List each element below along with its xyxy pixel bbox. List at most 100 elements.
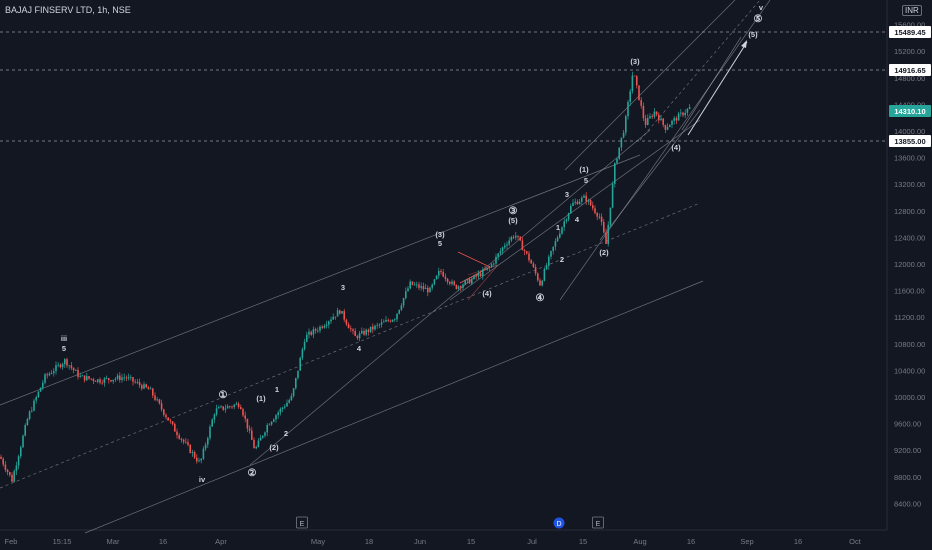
candle-body xyxy=(596,212,598,217)
candle-body xyxy=(295,377,297,389)
chart-title: BAJAJ FINSERV LTD, 1h, NSE xyxy=(5,5,131,15)
candle-body xyxy=(429,287,431,293)
candle-body xyxy=(600,216,603,222)
candle-body xyxy=(215,408,218,415)
candle-body xyxy=(374,325,376,330)
candle-body xyxy=(618,147,620,159)
candle-body xyxy=(638,85,640,101)
candle-body xyxy=(497,253,499,257)
earnings-marker[interactable] xyxy=(592,516,604,529)
candle-body xyxy=(290,395,293,401)
price-tag-label: 15489.45 xyxy=(894,28,925,37)
candle-body xyxy=(545,265,548,270)
earnings-marker[interactable] xyxy=(296,516,308,529)
candle-body xyxy=(435,275,438,280)
wave-label: ② xyxy=(248,468,257,479)
candle-body xyxy=(589,200,592,206)
candle-body xyxy=(202,448,205,459)
candle-body xyxy=(6,469,9,473)
candle-body xyxy=(345,319,348,325)
candle-body xyxy=(567,213,570,220)
candle-body xyxy=(523,250,526,252)
candle-body xyxy=(149,388,152,390)
candle-body xyxy=(180,438,183,440)
candle-body xyxy=(220,406,222,408)
candle-body xyxy=(603,221,605,233)
candle-body xyxy=(605,232,607,244)
candle-body xyxy=(308,331,310,335)
candle-body xyxy=(237,403,240,408)
candle-body xyxy=(53,371,55,374)
candle-body xyxy=(147,387,150,390)
price-tag xyxy=(889,64,931,76)
x-tick-label: 15 xyxy=(579,537,587,546)
y-tick-label: 15600.00 xyxy=(894,21,925,30)
triangle-pattern xyxy=(457,251,491,284)
candle-body xyxy=(288,400,290,403)
candle-body xyxy=(358,333,361,339)
candle-body xyxy=(317,330,319,332)
candle-body xyxy=(306,334,308,342)
candle-body xyxy=(539,280,541,286)
candle-body xyxy=(229,406,231,408)
candle-body xyxy=(130,377,132,379)
candle-body xyxy=(94,380,97,382)
y-tick-label: 9200.00 xyxy=(894,446,921,455)
wave-label: ④ xyxy=(536,293,545,304)
candle-body xyxy=(200,458,202,461)
candle-body xyxy=(330,319,332,322)
wave-label: 5 xyxy=(62,344,66,353)
price-tag-label: 13855.00 xyxy=(894,137,925,146)
candle-body xyxy=(361,330,363,334)
candle-body xyxy=(26,419,29,426)
candle-body xyxy=(160,403,163,410)
candle-body xyxy=(246,418,249,429)
trend-line xyxy=(449,119,701,301)
trend-line xyxy=(639,0,761,141)
candle-body xyxy=(391,319,394,322)
candle-body xyxy=(70,365,73,368)
candle-body xyxy=(123,377,125,379)
candle-body xyxy=(339,310,341,314)
candle-body xyxy=(372,326,374,330)
candle-body xyxy=(484,269,486,271)
candle-body xyxy=(257,440,260,447)
candle-body xyxy=(387,319,389,321)
wave-label: 5 xyxy=(584,176,588,185)
candle-body xyxy=(688,107,691,109)
candle-body xyxy=(152,388,154,396)
candle-body xyxy=(88,376,90,379)
candle-body xyxy=(574,201,576,203)
candle-body xyxy=(453,281,455,285)
candle-body xyxy=(0,456,2,459)
candle-body xyxy=(314,329,317,331)
candle-body xyxy=(75,370,77,371)
x-tick-label: Sep xyxy=(740,537,753,546)
y-tick-label: 8400.00 xyxy=(894,499,921,508)
y-tick-label: 13200.00 xyxy=(894,180,925,189)
candle-body xyxy=(354,330,356,337)
dividend-marker[interactable] xyxy=(553,517,565,529)
candle-body xyxy=(270,421,273,425)
candle-body xyxy=(145,384,147,388)
candle-body xyxy=(193,452,196,458)
currency-badge[interactable]: INR xyxy=(902,5,922,16)
trend-line xyxy=(599,109,701,241)
candle-body xyxy=(651,116,653,118)
x-tick-label: May xyxy=(311,537,325,546)
candle-body xyxy=(442,271,444,277)
candle-body xyxy=(198,460,200,462)
y-tick-label: 10800.00 xyxy=(894,340,925,349)
candle-body xyxy=(158,399,161,404)
candle-body xyxy=(512,236,515,238)
price-tag xyxy=(889,135,931,147)
candle-body xyxy=(543,269,546,281)
candle-body xyxy=(607,224,609,244)
candle-body xyxy=(39,387,42,392)
candle-body xyxy=(28,411,31,420)
y-tick-label: 12400.00 xyxy=(894,233,925,242)
x-tick-label: 15 xyxy=(467,537,475,546)
candle-body xyxy=(446,278,449,283)
candle-body xyxy=(367,329,370,332)
